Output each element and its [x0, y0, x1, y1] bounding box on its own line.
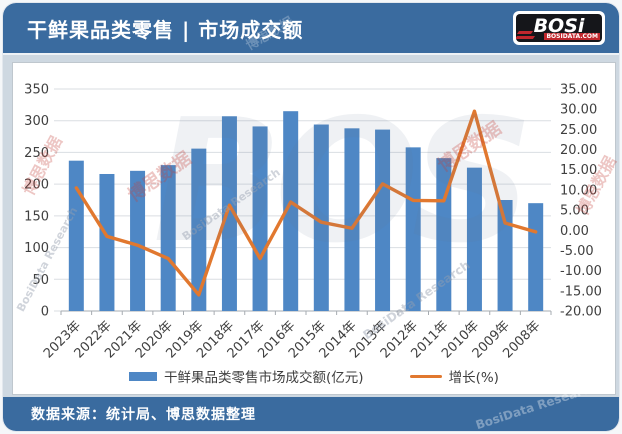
bar-2014年: [344, 128, 360, 311]
data-source-text: 数据来源：统计局、博思数据整理: [31, 407, 256, 423]
report-card: 干鲜果品类零售 | 市场成交额 BOSi BOSIDATA.COM 350 300…: [3, 3, 619, 431]
y-axis-right-tick-label: 30.00: [560, 103, 597, 118]
y-axis-right-tick-label: -5.00: [560, 244, 594, 259]
footer-bar: 数据来源：统计局、博思数据整理: [3, 397, 619, 431]
bar-2023年: [68, 160, 84, 311]
y-axis-right-tick-label: 15.00: [560, 163, 597, 178]
y-axis-left-tick-label: 350: [24, 83, 49, 98]
y-axis-left-tick-label: 200: [24, 178, 49, 193]
bar-2022年: [99, 173, 115, 311]
bar-2015年: [313, 124, 329, 311]
y-axis-right-tick-label: 20.00: [560, 143, 597, 158]
y-axis-left-tick-label: 300: [24, 114, 49, 129]
bar-2013年: [375, 129, 391, 311]
legend-item-line: 增长(%): [409, 366, 499, 386]
y-axis-left-tick-label: 100: [24, 241, 49, 256]
chart-legend: 干鲜果品类零售市场成交额(亿元) 增长(%): [13, 364, 615, 388]
bar-2018年: [221, 116, 237, 311]
legend-bar-swatch-icon: [129, 371, 158, 381]
combo-chart-canvas: 350 300 250 200 150 100 50 0 35.00 30.00 25.00 20.0…: [24, 83, 602, 362]
bosi-logo: BOSi BOSIDATA.COM: [513, 11, 605, 45]
y-axis-right-tick-label: 10.00: [560, 183, 597, 198]
bar-2010年: [466, 167, 482, 311]
bar-2011年: [436, 158, 452, 311]
logo-brand-text: BOSi: [533, 14, 585, 37]
bar-2008年: [528, 203, 544, 311]
y-axis-left-tick-label: 150: [24, 209, 49, 224]
bosi-logo-inner: BOSi BOSIDATA.COM: [516, 14, 602, 42]
y-axis-right-tick-label: -15.00: [560, 284, 602, 299]
bar-2012年: [405, 147, 421, 311]
header-bar: 干鲜果品类零售 | 市场成交额 BOSi BOSIDATA.COM: [3, 3, 619, 55]
y-axis-left-tick-label: 0: [41, 305, 49, 320]
y-axis-right-tick-label: 35.00: [560, 83, 597, 98]
logo-domain-text: BOSIDATA.COM: [544, 33, 600, 40]
bar-2009年: [497, 200, 513, 311]
y-axis-left-tick-label: 50: [32, 273, 49, 288]
y-axis-right-tick-label: -20.00: [560, 305, 602, 320]
y-axis-right-tick-label: 25.00: [560, 123, 597, 138]
bar-2021年: [130, 170, 146, 311]
bar-2016年: [283, 111, 299, 311]
bar-2017年: [252, 126, 268, 311]
logo-stripe-icon: [516, 31, 534, 34]
bar-2019年: [191, 148, 207, 311]
legend-bar-label: 干鲜果品类零售市场成交额(亿元): [164, 370, 364, 386]
chart-panel: 350 300 250 200 150 100 50 0 35.00 30.00 25.00 20.0…: [12, 62, 616, 395]
y-axis-right-tick-label: 5.00: [560, 204, 589, 219]
page-title: 干鲜果品类零售 | 市场成交额: [27, 17, 304, 42]
growth-line: [74, 109, 538, 297]
legend-line-label: 增长(%): [448, 370, 499, 386]
y-axis-right-tick-label: -10.00: [560, 264, 602, 279]
y-axis-right-tick-label: 0.00: [560, 224, 589, 239]
logo-stripe-icon: [516, 36, 536, 39]
y-axis-left-tick-label: 250: [24, 146, 49, 161]
legend-item-bars: 干鲜果品类零售市场成交额(亿元): [129, 366, 364, 386]
bar-2020年: [160, 165, 176, 311]
legend-line-swatch-icon: [409, 374, 442, 378]
